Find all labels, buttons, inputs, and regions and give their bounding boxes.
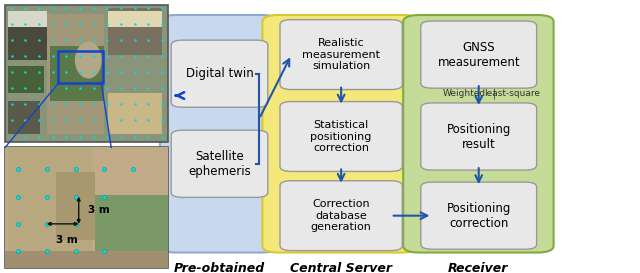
Polygon shape: [76, 42, 101, 78]
Text: 3 m: 3 m: [56, 235, 78, 245]
FancyBboxPatch shape: [108, 11, 162, 27]
Text: Pre-obtained: Pre-obtained: [173, 262, 265, 273]
FancyBboxPatch shape: [108, 8, 162, 55]
Text: Statistical
positioning
correction: Statistical positioning correction: [310, 120, 372, 153]
FancyBboxPatch shape: [421, 182, 536, 249]
Text: Correction
database
generation: Correction database generation: [310, 199, 372, 232]
FancyBboxPatch shape: [421, 21, 536, 88]
FancyBboxPatch shape: [421, 103, 536, 170]
Text: 3 m: 3 m: [88, 205, 110, 215]
FancyBboxPatch shape: [56, 172, 95, 240]
FancyBboxPatch shape: [8, 101, 40, 134]
FancyBboxPatch shape: [108, 93, 162, 134]
FancyBboxPatch shape: [280, 102, 403, 171]
FancyBboxPatch shape: [50, 46, 104, 101]
FancyBboxPatch shape: [172, 40, 268, 107]
FancyBboxPatch shape: [160, 15, 278, 253]
FancyBboxPatch shape: [5, 251, 168, 268]
Text: Weighted: Weighted: [443, 89, 486, 98]
FancyBboxPatch shape: [5, 5, 168, 142]
FancyBboxPatch shape: [262, 15, 419, 253]
FancyBboxPatch shape: [8, 11, 47, 27]
FancyBboxPatch shape: [8, 147, 92, 251]
FancyBboxPatch shape: [47, 14, 104, 134]
Text: Satellite
ephemeris: Satellite ephemeris: [188, 150, 251, 178]
FancyBboxPatch shape: [172, 130, 268, 197]
Text: Positioning
result: Positioning result: [447, 123, 511, 150]
FancyBboxPatch shape: [95, 195, 168, 268]
FancyBboxPatch shape: [5, 147, 168, 268]
FancyBboxPatch shape: [5, 147, 168, 268]
Text: Positioning
correction: Positioning correction: [447, 202, 511, 230]
Text: least-square: least-square: [484, 89, 540, 98]
Text: Digital twin: Digital twin: [186, 67, 253, 80]
Text: Central Server: Central Server: [290, 262, 392, 273]
FancyBboxPatch shape: [8, 66, 44, 93]
FancyBboxPatch shape: [280, 20, 403, 90]
Text: |: |: [492, 88, 496, 99]
FancyBboxPatch shape: [280, 181, 403, 251]
Text: Receiver: Receiver: [448, 262, 509, 273]
FancyBboxPatch shape: [8, 14, 47, 60]
Text: Realistic
measurement
simulation: Realistic measurement simulation: [302, 38, 380, 71]
FancyBboxPatch shape: [403, 15, 554, 253]
Text: GNSS
measurement: GNSS measurement: [437, 41, 520, 69]
